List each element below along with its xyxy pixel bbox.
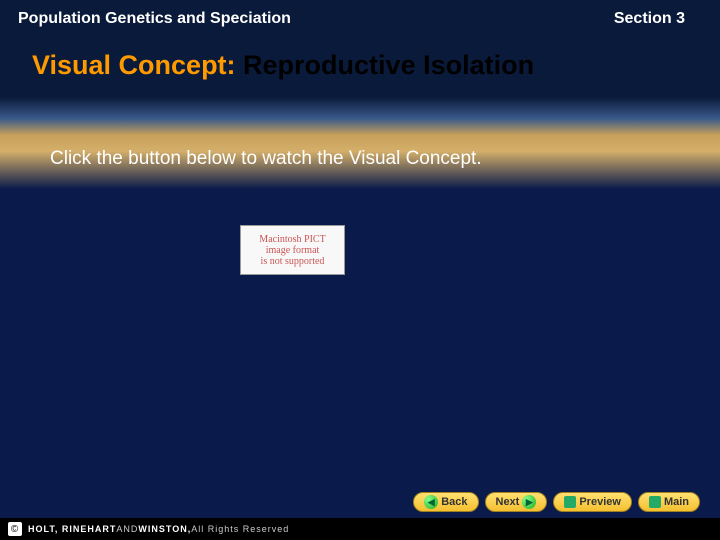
chevron-right-icon: ▶ <box>522 495 536 509</box>
footer-publisher: HOLT, RINEHART <box>28 524 116 534</box>
preview-button[interactable]: Preview <box>553 492 632 512</box>
footer-rights: All Rights Reserved <box>191 524 289 534</box>
main-button[interactable]: Main <box>638 492 700 512</box>
copyright-icon: © <box>8 522 22 536</box>
back-button[interactable]: ◀ Back <box>413 492 478 512</box>
main-label: Main <box>664 496 689 508</box>
preview-icon <box>564 496 576 508</box>
header-chapter-title: Population Genetics and Speciation <box>18 10 291 28</box>
pict-line1: Macintosh PICT <box>259 234 325 245</box>
footer-bar: © HOLT, RINEHART AND WINSTON, All Rights… <box>0 518 720 540</box>
footer-and: AND <box>116 524 138 534</box>
preview-label: Preview <box>579 496 621 508</box>
next-button[interactable]: Next ▶ <box>485 492 548 512</box>
pict-line2: image format <box>266 245 320 256</box>
title-prefix: Visual Concept: <box>32 50 243 80</box>
slide-container: Population Genetics and Speciation Secti… <box>0 0 720 540</box>
back-label: Back <box>441 496 467 508</box>
chevron-left-icon: ◀ <box>424 495 438 509</box>
instruction-text: Click the button below to watch the Visu… <box>50 148 482 170</box>
next-label: Next <box>496 496 520 508</box>
pict-line3: is not supported <box>261 256 325 267</box>
footer-winston: WINSTON, <box>138 524 191 534</box>
nav-bar: ◀ Back Next ▶ Preview Main <box>413 492 700 512</box>
main-icon <box>649 496 661 508</box>
pict-placeholder[interactable]: Macintosh PICT image format is not suppo… <box>240 225 345 275</box>
slide-title: Visual Concept: Reproductive Isolation <box>32 50 534 81</box>
header-section-label: Section 3 <box>614 10 685 28</box>
title-main: Reproductive Isolation <box>243 50 534 80</box>
